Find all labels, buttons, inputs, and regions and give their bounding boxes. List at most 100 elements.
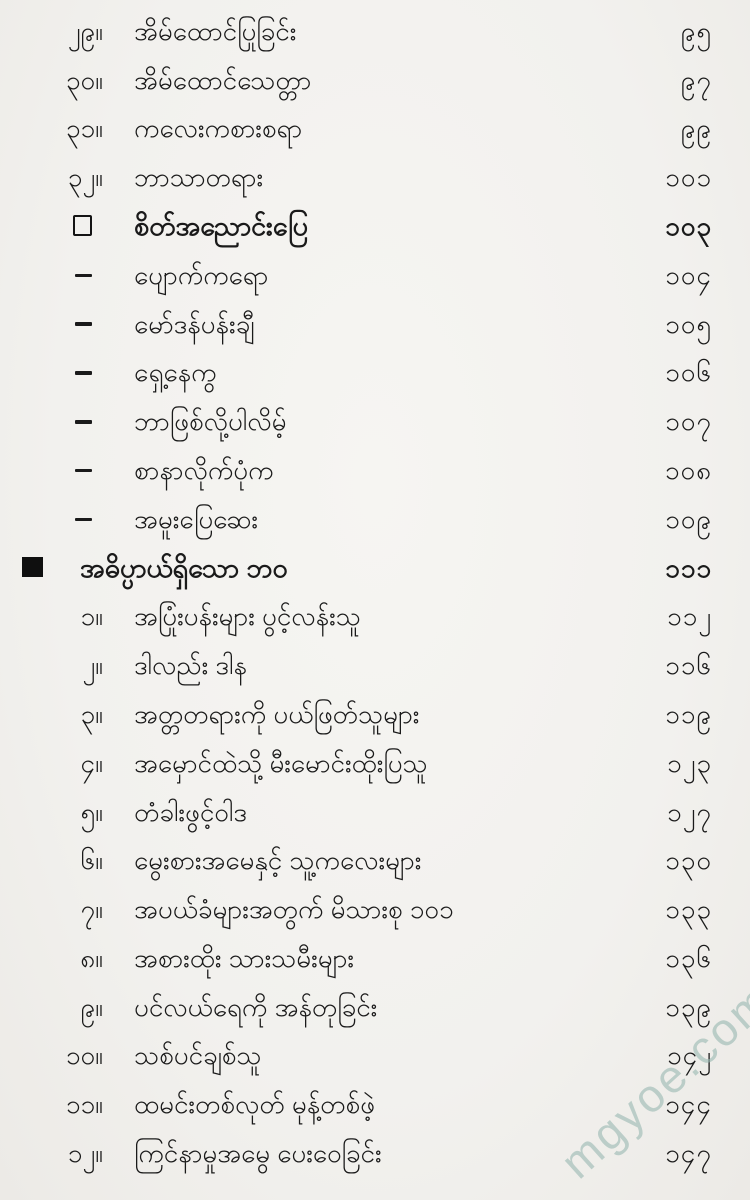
entry-number: ၉။ [80,991,104,1022]
toc-row-title: အပယ်ခံများအတွက် မိသားစု ၁၀၁ [134,894,454,925]
toc-row-page-number: ၁၀၉ [665,503,712,534]
toc-row-title: ကလေးကစားစရာ [134,113,303,144]
dash-bullet-icon [75,322,92,326]
dash-bullet-icon [75,517,92,522]
toc-row: ၉။ ပင်လယ်ရေကို အန်တုခြင်း ၁၃၉ [0,983,712,1032]
toc-row-page-number: ၁၀၁ [665,162,712,193]
toc-row-marker: ၇။ [0,894,107,925]
entry-number: ၂။ [82,650,103,681]
toc-row-marker: ၁၂။ [0,1138,107,1169]
toc-row-title: ပင်လယ်ရေကို အန်တုခြင်း [134,991,378,1022]
toc-row-page-number: ၁၄၇ [665,1138,712,1169]
entry-number: ၁၀။ [65,1040,103,1071]
toc-row: ၂၉။ အိမ်ထောင်ပြုခြင်း ၉၅ [0,7,712,56]
toc-row: ၃၁။ ကလေးကစားစရာ ၉၉ [0,105,712,154]
toc-row-page-number: ၁၀၇ [665,406,712,437]
toc-row-marker [0,371,107,375]
entry-number: ၈။ [80,942,103,973]
toc-row: အမူးပြေဆေး ၁၀၉ [0,495,712,544]
toc-row-marker [0,557,52,579]
toc-row-title: ဘာဖြစ်လို့ပါလိမ့် [134,406,287,437]
toc-row: ဘာဖြစ်လို့ပါလိမ့် ၁၀၇ [0,397,712,446]
toc-row-marker: ၁၀။ [0,1040,107,1071]
entry-number: ၁။ [80,601,104,632]
entry-number: ၇။ [80,894,104,925]
toc-row-page-number: ၁၃၀ [665,845,712,876]
toc-row-title: ရှေ့နေကွ [134,357,217,388]
toc-row-title: မွေးစားအမေနှင့် သူ့ကလေးများ [134,845,422,876]
filled-square-bullet-icon [22,557,43,578]
toc-row-title: အတ္တတရားကို ပယ်ဖြတ်သူများ [134,698,420,729]
toc-row-page-number: ၁၂၇ [666,796,712,827]
toc-row-marker [0,419,107,424]
entry-number: ၁၂။ [67,1138,103,1169]
dash-bullet-icon [75,273,92,278]
toc-row-title: သစ်ပင်ချစ်သူ [134,1040,262,1071]
toc-row-page-number: ၁၀၃ [665,210,712,241]
entry-number: ၃၂။ [67,162,103,193]
toc-row-marker: ၂။ [0,650,107,681]
toc-row-page-number: ၁၁၁ [665,552,712,583]
entry-number: ၆။ [80,845,104,876]
toc-row-page-number: ၁၀၄ [665,259,712,290]
toc-row: မော်ဒန်ပန်းချီ ၁၀၅ [0,300,712,349]
toc-row: ၃၀။ အိမ်ထောင်သေတ္တာ ၉၇ [0,56,712,105]
toc-row-page-number: ၁၄၂ [666,1040,712,1071]
toc-row: ၅။ တံခါးဖွင့်ဝါဒ ၁၂၇ [0,788,712,837]
toc-row-marker [0,322,107,326]
toc-row: ရှေ့နေကွ ၁၀၆ [0,349,712,398]
toc-row-title: အစားထိုး သားသမီးများ [134,942,355,973]
toc-row-title: အမှောင်ထဲသို့ မီးမောင်းထိုးပြသူ [134,747,428,778]
toc-row-marker: ၃၁။ [0,113,107,144]
toc-row: ၁၀။ သစ်ပင်ချစ်သူ ၁၄၂ [0,1032,712,1081]
toc-row-marker [0,468,107,473]
toc-row-title: အပြုံးပန်းများ ပွင့်လန်းသူ [134,601,361,632]
toc-row-title: အမူးပြေဆေး [134,503,258,534]
toc-row-title: တံခါးဖွင့်ဝါဒ [134,796,247,827]
toc-row-page-number: ၁၀၈ [664,454,712,485]
toc-row-page-number: ၁၀၆ [665,357,712,388]
toc-row-page-number: ၁၃၆ [665,942,712,973]
toc-row-marker: ၉။ [0,991,107,1022]
toc-row-title: အိမ်ထောင်သေတ္တာ [134,64,312,95]
toc-row-marker: ၃။ [0,698,107,729]
toc-row-marker: ၁။ [0,601,107,632]
entry-number: ၃၁။ [65,113,103,144]
toc-row: ၈။ အစားထိုး သားသမီးများ ၁၃၆ [0,934,712,983]
toc-row: ၃။ အတ္တတရားကို ပယ်ဖြတ်သူများ ၁၁၉ [0,690,712,739]
toc-row-marker [0,517,107,522]
toc-row-title: ပျောက်ကရော [134,259,269,290]
toc-row-title: စာနာလိုက်ပုံက [134,454,274,485]
toc-row-marker [0,214,107,239]
toc-row-page-number: ၉၇ [680,64,712,95]
toc-row-marker: ၈။ [0,942,107,973]
dash-bullet-icon [75,419,92,424]
toc-row-marker: ၃၀။ [0,64,107,95]
toc-row-marker: ၅။ [0,796,107,827]
toc-row: ၁၁။ ထမင်းတစ်လုတ် မုန့်တစ်ဖဲ့ ၁၄၄ [0,1081,712,1130]
toc-row-page-number: ၉၉ [680,113,712,144]
toc-row-marker: ၆။ [0,845,107,876]
toc-row-page-number: ၉၅ [680,15,712,46]
toc-row-marker: ၃၂။ [0,162,107,193]
toc-row-page-number: ၁၃၃ [665,894,712,925]
toc-row: ၂။ ဒါလည်း ဒါန ၁၁၆ [0,641,712,690]
toc-row-page-number: ၁၀၅ [665,308,712,339]
entry-number: ၃။ [80,698,104,729]
toc-row: ၁၂။ ကြင်နာမှုအမွေ ပေးဝေခြင်း ၁၄၇ [0,1129,712,1178]
entry-number: ၁၁။ [65,1089,103,1120]
toc-row-title: စိတ်အညောင်းပြေ [134,211,309,242]
toc-row-marker: ၂၉။ [0,17,107,45]
toc-row-title: မော်ဒန်ပန်းချီ [134,308,255,339]
entry-number: ၅။ [80,796,104,827]
toc-row-page-number: ၁၁၂ [666,601,712,632]
entry-number: ၃၀။ [65,64,103,95]
entry-number: ၄။ [80,747,104,778]
toc-row-page-number: ၁၄၄ [665,1089,712,1120]
toc-row: ၁။ အပြုံးပန်းများ ပွင့်လန်းသူ ၁၁၂ [0,593,712,642]
toc-row-title: အဓိပ္ပာယ်ရှိသော ဘဝ [80,552,288,583]
open-square-bullet-icon [73,214,92,236]
toc-row-marker [0,273,107,278]
toc-row-title: ဒါလည်း ဒါန [134,650,247,681]
toc-row: ပျောက်ကရော ၁၀၄ [0,251,712,300]
